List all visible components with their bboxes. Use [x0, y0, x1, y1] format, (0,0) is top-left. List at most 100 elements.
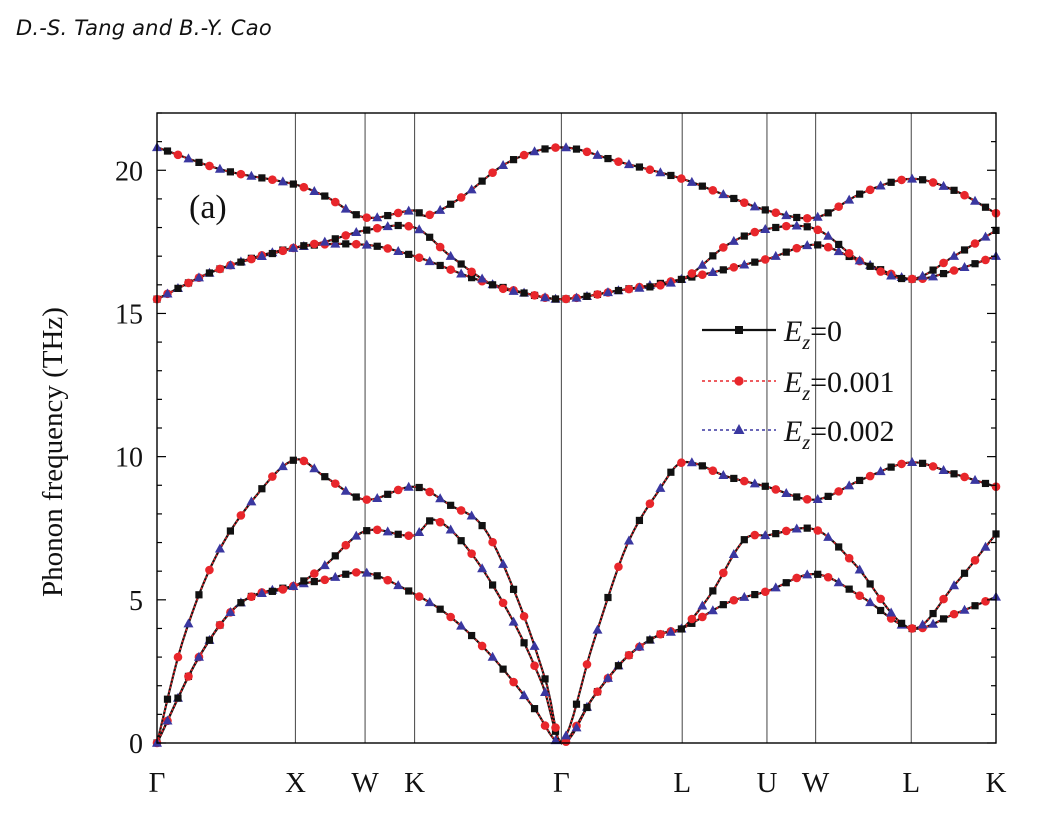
marker-circle: [802, 495, 812, 504]
marker-square: [384, 490, 392, 498]
marker-triangle: [823, 531, 834, 541]
marker-square: [981, 203, 990, 211]
y-tick-label: 20: [115, 156, 143, 187]
marker-square: [394, 221, 402, 230]
marker-triangle: [707, 266, 718, 276]
marker-triangle: [256, 250, 267, 260]
marker-triangle: [770, 582, 781, 592]
x-tick-label: W: [351, 767, 379, 799]
marker-square: [583, 703, 591, 712]
marker-square: [268, 587, 276, 595]
marker-square: [300, 577, 308, 585]
marker-circle: [173, 150, 183, 160]
marker-square: [489, 281, 497, 289]
marker-square: [447, 501, 455, 509]
marker-triangle: [770, 250, 781, 260]
marker-circle: [677, 174, 686, 183]
marker-triangle: [372, 212, 383, 222]
marker-triangle: [655, 482, 666, 492]
marker-square: [509, 156, 518, 164]
marker-square: [635, 163, 644, 171]
marker-square: [782, 248, 790, 256]
marker-square: [887, 463, 895, 471]
marker-triangle: [561, 730, 572, 740]
marker-square: [174, 694, 182, 702]
marker-square: [373, 572, 381, 580]
marker-square: [331, 235, 339, 243]
marker-triangle: [980, 541, 991, 551]
panel-label: (a): [189, 189, 227, 226]
marker-square: [835, 240, 843, 249]
y-tick-label: 10: [115, 443, 143, 474]
marker-triangle: [372, 492, 383, 502]
marker-triangle: [928, 618, 939, 628]
marker-circle: [729, 263, 739, 272]
marker-square: [751, 258, 759, 266]
marker-square: [877, 606, 885, 615]
marker-triangle: [917, 270, 928, 280]
y-axis-label: Phonon frequency (THz): [37, 307, 69, 597]
marker-triangle: [749, 478, 760, 488]
marker-circle: [844, 553, 854, 563]
marker-triangle: [508, 285, 519, 295]
marker-triangle: [886, 607, 897, 617]
marker-square: [321, 473, 329, 481]
marker-square: [918, 459, 927, 467]
marker-triangle: [487, 651, 498, 661]
marker-circle: [834, 202, 843, 211]
marker-circle: [771, 485, 781, 494]
marker-triangle: [214, 543, 225, 553]
marker-circle: [362, 495, 372, 504]
marker-circle: [960, 190, 969, 200]
marker-triangle: [602, 672, 613, 682]
marker-triangle: [246, 496, 257, 506]
marker-circle: [750, 227, 760, 237]
marker-square: [363, 527, 371, 535]
marker-square: [761, 206, 769, 214]
marker-triangle: [844, 480, 855, 490]
marker-circle: [278, 585, 288, 594]
marker-triangle: [456, 620, 467, 630]
marker-circle: [792, 243, 802, 253]
marker-circle: [593, 290, 602, 299]
marker-square: [677, 275, 685, 284]
marker-circle: [970, 556, 980, 565]
marker-circle: [404, 221, 414, 231]
marker-square: [457, 260, 465, 268]
marker-triangle: [739, 591, 750, 601]
marker-circle: [760, 255, 770, 264]
marker-square: [457, 537, 465, 545]
marker-triangle: [686, 176, 697, 186]
marker-triangle: [592, 149, 603, 159]
marker-square: [394, 530, 402, 538]
marker-square: [415, 483, 423, 492]
marker-circle: [446, 612, 455, 622]
marker-circle: [519, 150, 529, 160]
marker-square: [950, 186, 958, 194]
marker-circle: [509, 677, 518, 687]
marker-triangle: [718, 189, 729, 199]
marker-square: [614, 662, 623, 670]
marker-circle: [362, 213, 372, 222]
marker-square: [866, 262, 874, 270]
marker-circle: [488, 537, 497, 547]
marker-triangle: [802, 569, 813, 579]
marker-square: [981, 479, 990, 488]
marker-circle: [561, 294, 571, 304]
marker-circle: [530, 290, 539, 300]
marker-square: [478, 522, 486, 530]
marker-square: [331, 552, 339, 560]
marker-circle: [173, 652, 183, 662]
marker-square: [604, 154, 612, 163]
marker-circle: [530, 661, 539, 671]
legend-label: Ez=0.001: [783, 366, 895, 405]
marker-circle: [907, 624, 917, 633]
marker-square: [751, 590, 759, 599]
marker-triangle: [781, 488, 792, 498]
marker-circle: [645, 499, 655, 508]
marker-circle: [561, 737, 571, 747]
marker-square: [814, 241, 822, 249]
data-markers: [152, 142, 1001, 748]
legend-entry: Ez=0.002: [702, 415, 895, 454]
marker-square: [509, 585, 518, 593]
